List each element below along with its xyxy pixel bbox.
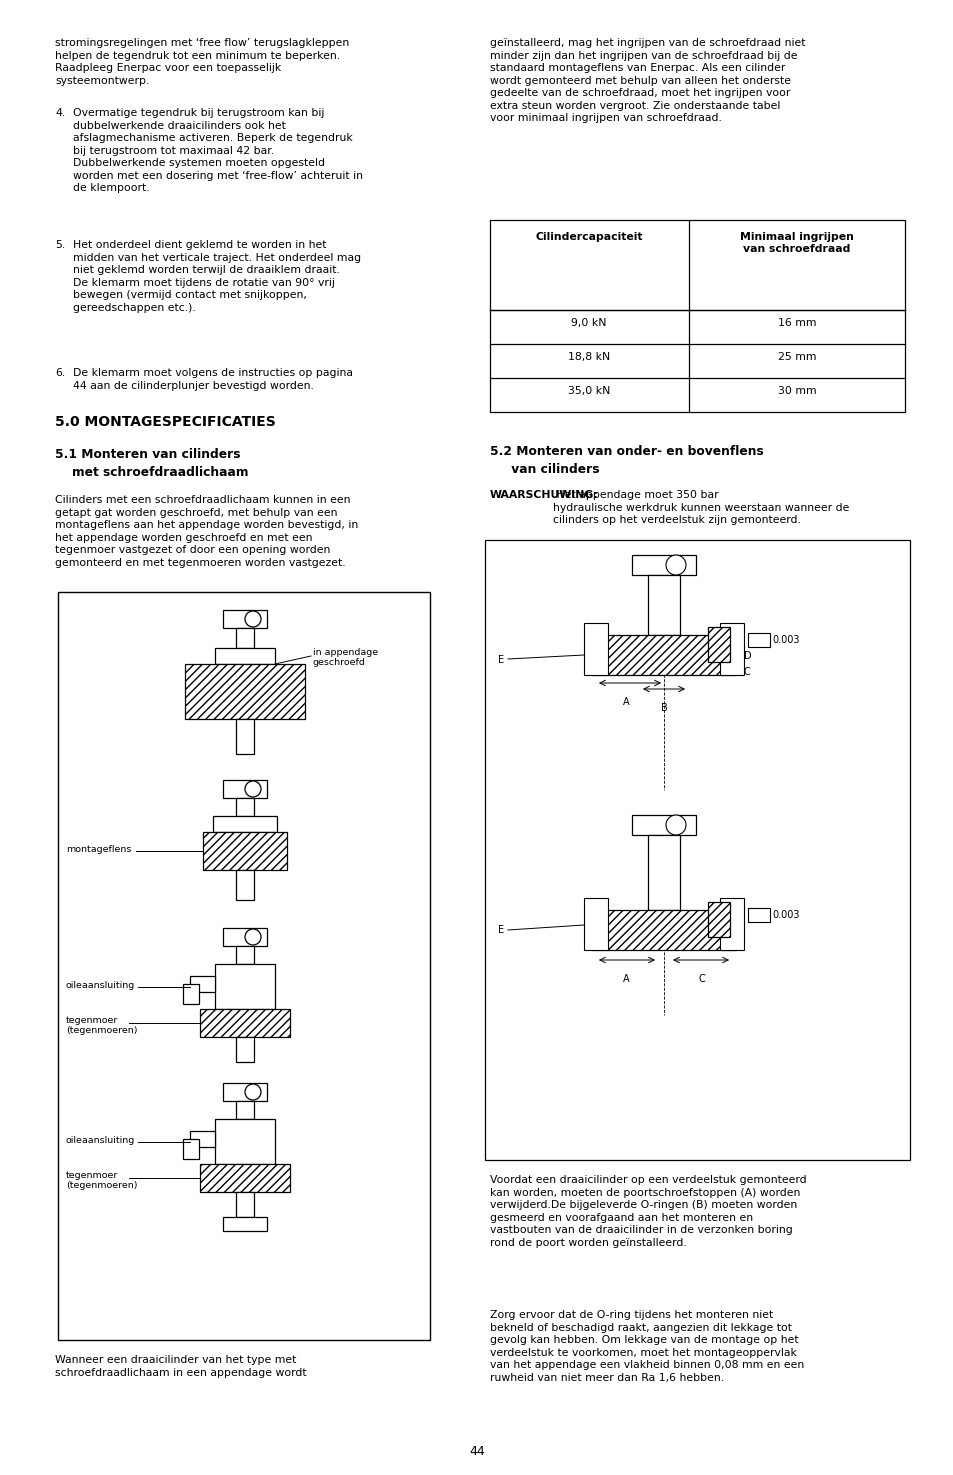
Bar: [235, 945, 253, 965]
Text: Het onderdeel dient geklemd te worden in het
midden van het verticale traject. H: Het onderdeel dient geklemd te worden in…: [73, 240, 361, 313]
Text: 5.1 Monteren van cilinders: 5.1 Monteren van cilinders: [55, 448, 240, 462]
Bar: [235, 628, 253, 648]
Bar: [720, 898, 743, 950]
Text: met schroefdraadlichaam: met schroefdraadlichaam: [55, 466, 248, 479]
Bar: [223, 611, 267, 628]
Bar: [235, 798, 253, 816]
Text: 0.003: 0.003: [771, 636, 799, 645]
Bar: [58, 591, 430, 1339]
Bar: [223, 1083, 267, 1100]
Text: 25 mm: 25 mm: [777, 353, 816, 361]
Bar: [223, 928, 267, 945]
Text: 6.: 6.: [55, 367, 65, 378]
Bar: [583, 898, 607, 950]
Circle shape: [245, 780, 261, 797]
Bar: [223, 1217, 267, 1232]
Text: C: C: [698, 974, 704, 984]
Text: 30 mm: 30 mm: [777, 386, 816, 395]
Text: 16 mm: 16 mm: [777, 319, 816, 327]
Text: in appendage
geschroefd: in appendage geschroefd: [313, 648, 377, 667]
Text: 5.2 Monteren van onder- en bovenflens: 5.2 Monteren van onder- en bovenflens: [490, 445, 763, 459]
Bar: [200, 1009, 290, 1037]
Bar: [185, 664, 305, 718]
Text: Cilindercapaciteit: Cilindercapaciteit: [535, 232, 642, 242]
Text: 44: 44: [469, 1446, 484, 1457]
Bar: [592, 636, 735, 676]
Text: tegenmoer
(tegenmoeren): tegenmoer (tegenmoeren): [66, 1171, 137, 1190]
Text: oileaansluiting: oileaansluiting: [66, 1136, 135, 1145]
Bar: [747, 633, 769, 648]
Text: Wanneer een draaicilinder van het type met
schroefdraadlichaam in een appendage : Wanneer een draaicilinder van het type m…: [55, 1356, 306, 1378]
Text: E: E: [497, 925, 503, 935]
Bar: [647, 835, 679, 910]
Text: E: E: [497, 655, 503, 665]
Text: 9,0 kN: 9,0 kN: [571, 319, 606, 327]
Bar: [631, 555, 696, 575]
Circle shape: [245, 929, 261, 945]
Bar: [213, 816, 276, 832]
Bar: [235, 870, 253, 900]
Bar: [647, 575, 679, 636]
Text: geïnstalleerd, mag het ingrijpen van de schroefdraad niet
minder zijn dan het in: geïnstalleerd, mag het ingrijpen van de …: [490, 38, 804, 124]
Bar: [235, 718, 253, 754]
Bar: [747, 909, 769, 922]
Text: Het appendage moet 350 bar
hydraulische werkdruk kunnen weerstaan wanneer de
cil: Het appendage moet 350 bar hydraulische …: [553, 490, 848, 525]
Bar: [214, 965, 274, 1009]
Bar: [484, 540, 909, 1159]
Text: oileaansluiting: oileaansluiting: [66, 981, 135, 990]
Text: Overmatige tegendruk bij terugstroom kan bij
dubbelwerkende draaicilinders ook h: Overmatige tegendruk bij terugstroom kan…: [73, 108, 363, 193]
Bar: [200, 1164, 290, 1192]
Circle shape: [665, 816, 685, 835]
Bar: [203, 832, 287, 870]
Bar: [235, 1100, 253, 1120]
Bar: [183, 984, 199, 1004]
Text: van cilinders: van cilinders: [490, 463, 598, 476]
Bar: [707, 627, 729, 662]
Bar: [183, 1139, 199, 1159]
Bar: [214, 1120, 274, 1164]
Bar: [214, 648, 274, 664]
Text: Minimaal ingrijpen
van schroefdraad: Minimaal ingrijpen van schroefdraad: [740, 232, 853, 254]
Text: 5.0 MONTAGESPECIFICATIES: 5.0 MONTAGESPECIFICATIES: [55, 414, 275, 429]
Text: Zorg ervoor dat de O-ring tijdens het monteren niet
bekneld of beschadigd raakt,: Zorg ervoor dat de O-ring tijdens het mo…: [490, 1310, 803, 1382]
Bar: [720, 622, 743, 676]
Bar: [223, 780, 267, 798]
Bar: [490, 220, 904, 412]
Circle shape: [665, 555, 685, 575]
Bar: [707, 903, 729, 937]
Text: stromingsregelingen met ‘free flow’ terugslagkleppen
helpen de tegendruk tot een: stromingsregelingen met ‘free flow’ teru…: [55, 38, 349, 86]
Text: montageflens: montageflens: [66, 845, 132, 854]
Text: tegenmoer
(tegenmoeren): tegenmoer (tegenmoeren): [66, 1016, 137, 1035]
Text: D: D: [743, 650, 751, 661]
Text: Voordat een draaicilinder op een verdeelstuk gemonteerd
kan worden, moeten de po: Voordat een draaicilinder op een verdeel…: [490, 1176, 806, 1248]
Text: 0.003: 0.003: [771, 910, 799, 920]
Text: 35,0 kN: 35,0 kN: [567, 386, 610, 395]
Text: 4.: 4.: [55, 108, 65, 118]
Bar: [235, 1037, 253, 1062]
Text: 5.: 5.: [55, 240, 65, 249]
Text: WAARSCHUWING:: WAARSCHUWING:: [490, 490, 598, 500]
Bar: [190, 1131, 214, 1148]
Text: 18,8 kN: 18,8 kN: [567, 353, 610, 361]
Text: B: B: [659, 704, 667, 712]
Bar: [190, 976, 214, 993]
Text: C: C: [743, 667, 750, 677]
Bar: [592, 910, 735, 950]
Bar: [631, 816, 696, 835]
Text: Cilinders met een schroefdraadlichaam kunnen in een
getapt gat worden geschroefd: Cilinders met een schroefdraadlichaam ku…: [55, 496, 358, 568]
Circle shape: [245, 611, 261, 627]
Text: De klemarm moet volgens de instructies op pagina
44 aan de cilinderplunjer beves: De klemarm moet volgens de instructies o…: [73, 367, 353, 391]
Circle shape: [245, 1084, 261, 1100]
Bar: [583, 622, 607, 676]
Bar: [235, 1192, 253, 1217]
Text: A: A: [622, 974, 629, 984]
Text: A: A: [622, 698, 629, 707]
